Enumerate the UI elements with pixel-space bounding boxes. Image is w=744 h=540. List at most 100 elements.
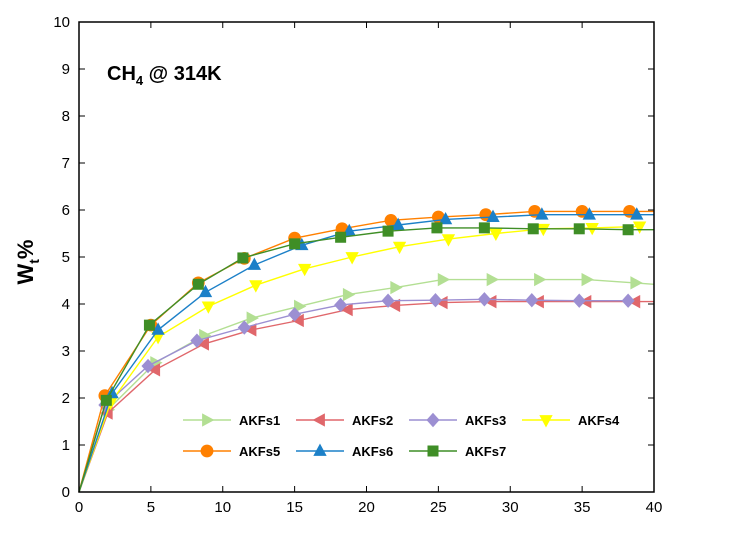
data-point xyxy=(237,252,249,264)
data-point xyxy=(201,301,216,314)
data-point xyxy=(381,293,395,308)
legend-item-akfs3: AKFs3 xyxy=(409,412,506,428)
data-point xyxy=(335,231,347,243)
data-point xyxy=(536,223,550,237)
legend-label: AKFs7 xyxy=(465,444,506,459)
data-point xyxy=(578,294,592,309)
data-point xyxy=(572,293,586,308)
legend-label: AKFs2 xyxy=(352,413,393,428)
data-point xyxy=(632,221,647,234)
legend-item-akfs5: AKFs5 xyxy=(183,444,280,459)
y-tick-label: 5 xyxy=(62,249,70,266)
ylabel-rest: % xyxy=(13,240,38,260)
x-tick-label: 10 xyxy=(214,499,231,516)
legend-marker xyxy=(313,443,327,456)
data-point xyxy=(143,319,155,331)
data-point xyxy=(428,293,443,308)
ylabel-subscript: t xyxy=(26,259,42,264)
y-tick-label: 7 xyxy=(62,155,70,172)
data-point xyxy=(630,276,643,290)
y-tick-label: 10 xyxy=(53,14,70,31)
data-point xyxy=(387,298,401,313)
legend-item-akfs7: AKFs7 xyxy=(409,444,506,459)
legend-marker xyxy=(200,444,214,458)
data-point xyxy=(527,223,539,235)
axis-layer: 0 5 10 15 20 25 30 35 40 0 1 2 3 4 5 6 7 8 9 10 xyxy=(53,14,662,516)
y-tick-label: 9 xyxy=(62,61,70,78)
legend: AKFs1 AKFs2 AKFs3 AKFs4 AKFs5 AKFs6 AKFs7 xyxy=(183,412,620,459)
y-tick-label: 4 xyxy=(62,296,70,313)
legend-label: AKFs3 xyxy=(465,413,506,428)
data-point xyxy=(141,358,155,374)
data-point xyxy=(489,228,503,241)
data-point xyxy=(581,272,594,287)
data-point xyxy=(247,257,262,270)
series-akfs7 xyxy=(78,222,654,493)
data-point xyxy=(294,299,307,314)
ylabel-main: W xyxy=(13,264,38,285)
data-point xyxy=(382,225,394,237)
data-point xyxy=(391,217,405,230)
annotation-main: CH xyxy=(107,63,136,85)
legend-marker xyxy=(426,412,440,428)
legend-label: AKFs1 xyxy=(239,413,280,428)
data-point xyxy=(441,234,456,247)
x-tick-label: 40 xyxy=(646,499,663,516)
annotation-subscript: 4 xyxy=(136,73,144,88)
data-point xyxy=(630,207,644,220)
series-akfs3 xyxy=(78,292,635,493)
data-point xyxy=(340,302,353,317)
legend-item-akfs4: AKFs4 xyxy=(522,413,620,428)
data-point xyxy=(190,333,204,348)
data-point xyxy=(342,287,356,302)
data-point xyxy=(621,293,635,308)
chart-annotation: CH4 @ 314K xyxy=(107,63,222,88)
data-point xyxy=(525,293,539,308)
data-point xyxy=(573,223,585,235)
data-point xyxy=(334,297,348,313)
series-line xyxy=(78,214,654,493)
data-point xyxy=(345,252,359,265)
series-akfs6 xyxy=(78,207,654,493)
legend-label: AKFs5 xyxy=(239,444,280,459)
legend-marker xyxy=(312,413,325,427)
data-point xyxy=(531,294,544,309)
data-point xyxy=(627,294,641,309)
x-tick-label: 25 xyxy=(430,499,447,516)
plot-background xyxy=(79,22,654,492)
data-point xyxy=(535,207,549,220)
series-layer xyxy=(78,205,655,493)
x-tick-label: 30 xyxy=(502,499,519,516)
data-point xyxy=(147,363,161,377)
data-point xyxy=(486,209,500,222)
legend-item-akfs2: AKFs2 xyxy=(296,413,393,428)
legend-item-akfs1: AKFs1 xyxy=(183,413,280,428)
data-point xyxy=(246,311,259,325)
x-tick-label: 5 xyxy=(147,499,155,516)
y-tick-label: 3 xyxy=(62,343,70,360)
x-tick-label: 15 xyxy=(286,499,303,516)
data-point xyxy=(151,322,165,335)
y-tick-label: 6 xyxy=(62,202,70,219)
data-point xyxy=(289,238,301,250)
y-tick-label: 8 xyxy=(62,108,70,125)
legend-item-akfs6: AKFs6 xyxy=(296,443,393,459)
data-point xyxy=(477,292,491,307)
data-point xyxy=(582,207,596,220)
data-point xyxy=(192,278,204,290)
data-point xyxy=(534,272,547,287)
y-tick-label: 0 xyxy=(62,484,70,501)
data-point xyxy=(390,280,403,295)
data-point xyxy=(198,284,213,298)
data-point xyxy=(486,272,500,287)
data-point xyxy=(298,263,312,277)
series-line xyxy=(78,227,654,493)
x-tick-label: 35 xyxy=(574,499,591,516)
data-point xyxy=(244,323,257,337)
data-point xyxy=(622,224,634,236)
data-point xyxy=(392,241,407,255)
data-point xyxy=(100,394,112,406)
data-point xyxy=(431,222,443,234)
legend-label: AKFs6 xyxy=(352,444,393,459)
